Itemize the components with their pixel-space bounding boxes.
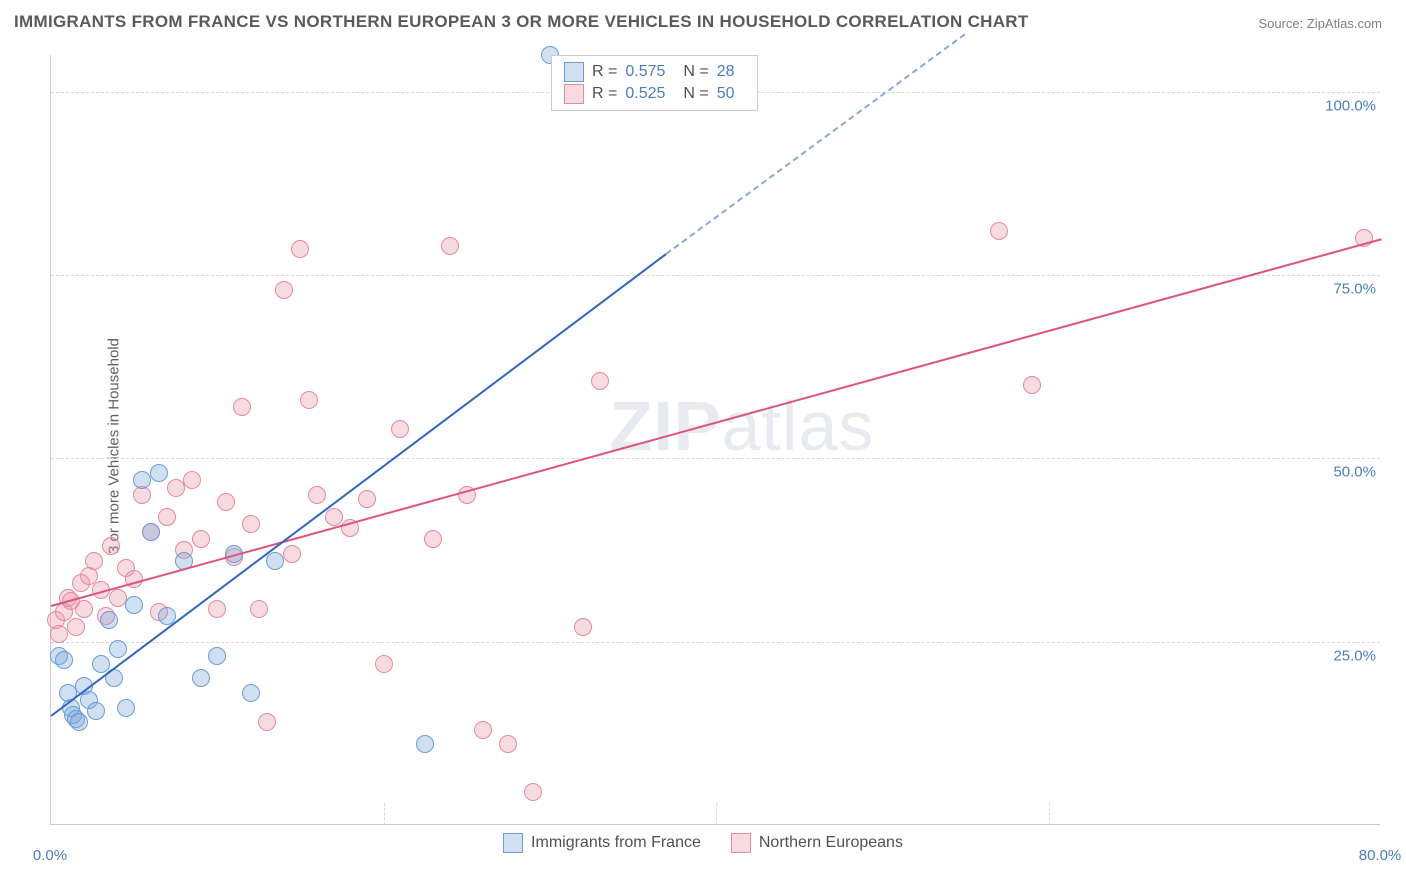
northern-point	[524, 783, 542, 801]
n-value-northern: 50	[717, 85, 735, 103]
trendline-northern	[51, 238, 1382, 607]
northern-point	[217, 493, 235, 511]
swatch-france-icon	[503, 833, 523, 853]
northern-point	[441, 237, 459, 255]
northern-point	[258, 713, 276, 731]
legend-label-northern: Northern Europeans	[759, 834, 903, 852]
r-value-northern: 0.525	[625, 85, 665, 103]
y-tick-label: 50.0%	[1333, 464, 1376, 481]
northern-point	[75, 600, 93, 618]
n-label: N =	[683, 63, 708, 81]
france-point	[92, 655, 110, 673]
northern-point	[85, 552, 103, 570]
france-point	[142, 523, 160, 541]
france-point	[87, 702, 105, 720]
stats-legend: R = 0.575 N = 28 R = 0.525 N = 50	[551, 55, 758, 111]
france-point	[117, 699, 135, 717]
northern-point	[325, 508, 343, 526]
swatch-northern-icon	[564, 84, 584, 104]
plot-area: R = 0.575 N = 28 R = 0.525 N = 50 ZIPatl…	[50, 55, 1380, 825]
stats-row-northern: R = 0.525 N = 50	[564, 84, 745, 104]
stats-row-france: R = 0.575 N = 28	[564, 62, 745, 82]
france-point	[125, 596, 143, 614]
northern-point	[1023, 376, 1041, 394]
northern-point	[375, 655, 393, 673]
france-point	[208, 647, 226, 665]
northern-point	[50, 625, 68, 643]
y-tick-label: 75.0%	[1333, 281, 1376, 298]
r-value-france: 0.575	[625, 63, 665, 81]
northern-point	[67, 618, 85, 636]
y-tick-label: 100.0%	[1325, 97, 1376, 114]
northern-point	[391, 420, 409, 438]
northern-point	[158, 508, 176, 526]
x-minor-tick	[384, 803, 385, 825]
northern-point	[275, 281, 293, 299]
northern-point	[424, 530, 442, 548]
y-tick-label: 25.0%	[1333, 647, 1376, 664]
northern-point	[574, 618, 592, 636]
swatch-northern-icon	[731, 833, 751, 853]
france-point	[266, 552, 284, 570]
r-label: R =	[592, 85, 617, 103]
watermark: ZIPatlas	[610, 386, 875, 466]
x-minor-tick	[716, 803, 717, 825]
northern-point	[499, 735, 517, 753]
n-value-france: 28	[717, 63, 735, 81]
northern-point	[109, 589, 127, 607]
northern-point	[474, 721, 492, 739]
france-point	[192, 669, 210, 687]
northern-point	[183, 471, 201, 489]
northern-point	[308, 486, 326, 504]
legend-label-france: Immigrants from France	[531, 834, 701, 852]
france-point	[150, 464, 168, 482]
chart-title: IMMIGRANTS FROM FRANCE VS NORTHERN EUROP…	[14, 12, 1029, 32]
x-tick-label: 0.0%	[33, 847, 67, 864]
northern-point	[242, 515, 260, 533]
france-point	[70, 713, 88, 731]
northern-point	[283, 545, 301, 563]
northern-point	[208, 600, 226, 618]
northern-point	[358, 490, 376, 508]
swatch-france-icon	[564, 62, 584, 82]
northern-point	[192, 530, 210, 548]
france-point	[100, 611, 118, 629]
france-point	[133, 471, 151, 489]
gridline	[51, 275, 1380, 276]
x-minor-tick	[1049, 803, 1050, 825]
gridline	[51, 458, 1380, 459]
northern-point	[300, 391, 318, 409]
northern-point	[250, 600, 268, 618]
northern-point	[167, 479, 185, 497]
northern-point	[291, 240, 309, 258]
northern-point	[990, 222, 1008, 240]
x-tick-label: 80.0%	[1359, 847, 1402, 864]
n-label: N =	[683, 85, 708, 103]
gridline	[51, 642, 1380, 643]
legend-item-france: Immigrants from France	[503, 833, 701, 853]
france-point	[55, 651, 73, 669]
france-point	[416, 735, 434, 753]
northern-point	[233, 398, 251, 416]
northern-point	[102, 537, 120, 555]
source-label: Source: ZipAtlas.com	[1258, 16, 1382, 31]
legend-item-northern: Northern Europeans	[731, 833, 903, 853]
france-point	[242, 684, 260, 702]
france-point	[109, 640, 127, 658]
series-legend: Immigrants from France Northern European…	[0, 833, 1406, 853]
northern-point	[591, 372, 609, 390]
r-label: R =	[592, 63, 617, 81]
